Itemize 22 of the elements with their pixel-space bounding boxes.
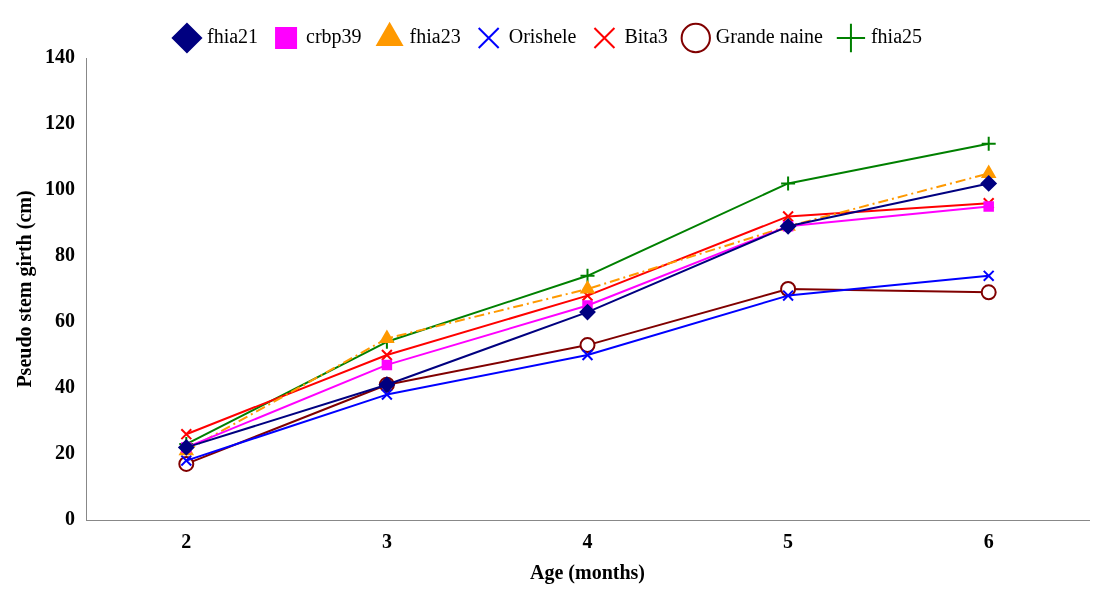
y-tick-label: 0 (65, 507, 75, 530)
y-tick-label: 140 (45, 45, 75, 68)
y-tick-label: 20 (55, 441, 75, 464)
y-tick-label: 80 (55, 243, 75, 266)
y-tick-label: 60 (55, 309, 75, 332)
y-axis-title: Pseudo stem girth (cm) (13, 190, 37, 388)
legend-label: fhia21 (206, 25, 259, 48)
x-axis-title: Age (months) (530, 561, 645, 585)
x-tick-label: 5 (783, 530, 794, 553)
legend-label: Orishele (508, 25, 577, 48)
x-tick-label: 3 (381, 530, 392, 553)
x-tick-label: 2 (181, 530, 192, 553)
x-tick-label: 6 (983, 530, 994, 553)
y-tick-label: 120 (45, 111, 75, 134)
legend-label: Bita3 (624, 25, 668, 48)
legend-label: Grande naine (715, 25, 824, 48)
legend-label: fhia23 (409, 25, 461, 48)
legend-label: fhia25 (870, 25, 923, 48)
x-tick-label: 4 (582, 530, 593, 553)
y-tick-label: 100 (45, 177, 75, 200)
y-tick-label: 40 (55, 375, 75, 398)
legend-label: crbp39 (306, 25, 362, 49)
